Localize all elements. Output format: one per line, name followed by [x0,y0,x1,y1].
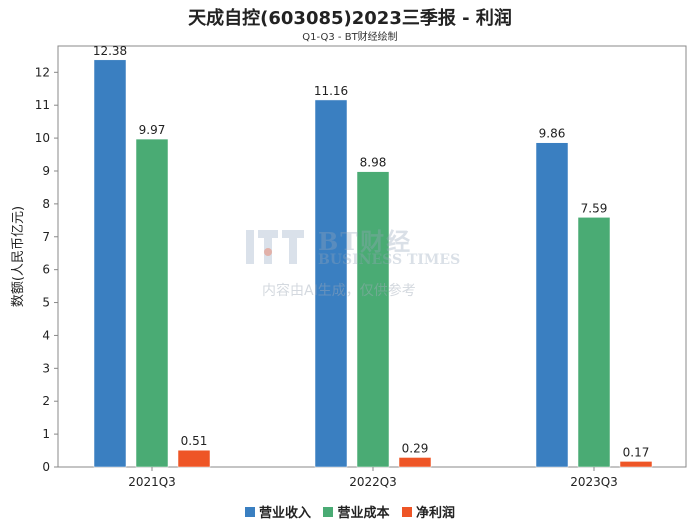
bar-营业成本-2022Q3 [356,171,390,468]
chart-subtitle: Q1-Q3 - BT财经绘制 [302,32,398,43]
chart-legend: 营业收入 营业成本 净利润 [0,502,700,521]
data-label: 9.97 [139,123,166,137]
data-label: 12.38 [93,44,127,58]
legend-swatch-cost [323,506,334,517]
legend-label-cost: 营业成本 [337,506,390,521]
legend-swatch-revenue [244,506,255,517]
bar-营业成本-2021Q3 [135,138,169,468]
data-label: 9.86 [539,127,566,141]
y-tick-label: 0 [42,460,50,474]
watermark-disclaimer: 内容由AI生成，仅供参考 [262,283,416,299]
watermark-logo-icon [246,230,304,264]
y-tick-label: 9 [42,164,50,178]
y-tick-label: 12 [35,65,50,79]
bar-营业收入-2023Q3 [535,142,569,468]
x-tick-label: 2021Q3 [128,475,176,489]
legend-item-net-profit[interactable]: 净利润 [402,502,455,521]
data-label: 0.29 [402,441,429,455]
legend-item-revenue[interactable]: 营业收入 [244,502,311,521]
data-label: 0.17 [623,445,650,459]
y-axis-label: 数额(人民币亿元) [11,206,26,307]
legend-swatch-net-profit [402,506,413,517]
x-tick-label: 2022Q3 [349,475,397,489]
bar-营业收入-2022Q3 [314,99,348,468]
data-label: 0.51 [181,434,208,448]
bar-净利润-2022Q3 [398,457,432,468]
y-tick-label: 8 [42,197,50,211]
data-label: 8.98 [360,156,387,170]
legend-label-net-profit: 净利润 [416,506,456,521]
y-tick-label: 3 [42,361,50,375]
y-tick-label: 4 [42,328,50,342]
bar-净利润-2021Q3 [177,449,211,468]
legend-item-cost[interactable]: 营业成本 [323,502,390,521]
y-tick-label: 7 [42,230,50,244]
watermark-brand: BT财经 [318,227,413,256]
y-tick-label: 6 [42,263,50,277]
y-tick-label: 5 [42,296,50,310]
y-tick-label: 10 [35,131,50,145]
data-label: 11.16 [314,84,348,98]
y-tick-label: 1 [42,427,50,441]
bar-营业收入-2021Q3 [93,59,127,468]
bar-营业成本-2023Q3 [577,217,611,468]
chart-title: 天成自控(603085)2023三季报 - 利润 [188,8,512,29]
x-tick-label: 2023Q3 [570,475,618,489]
data-label: 7.59 [581,201,608,215]
y-tick-label: 11 [35,98,50,112]
legend-label-revenue: 营业收入 [258,506,311,521]
y-tick-label: 2 [42,394,50,408]
bar-净利润-2023Q3 [619,461,653,468]
watermark-brand-en: BUSINESS TIMES [318,252,461,268]
